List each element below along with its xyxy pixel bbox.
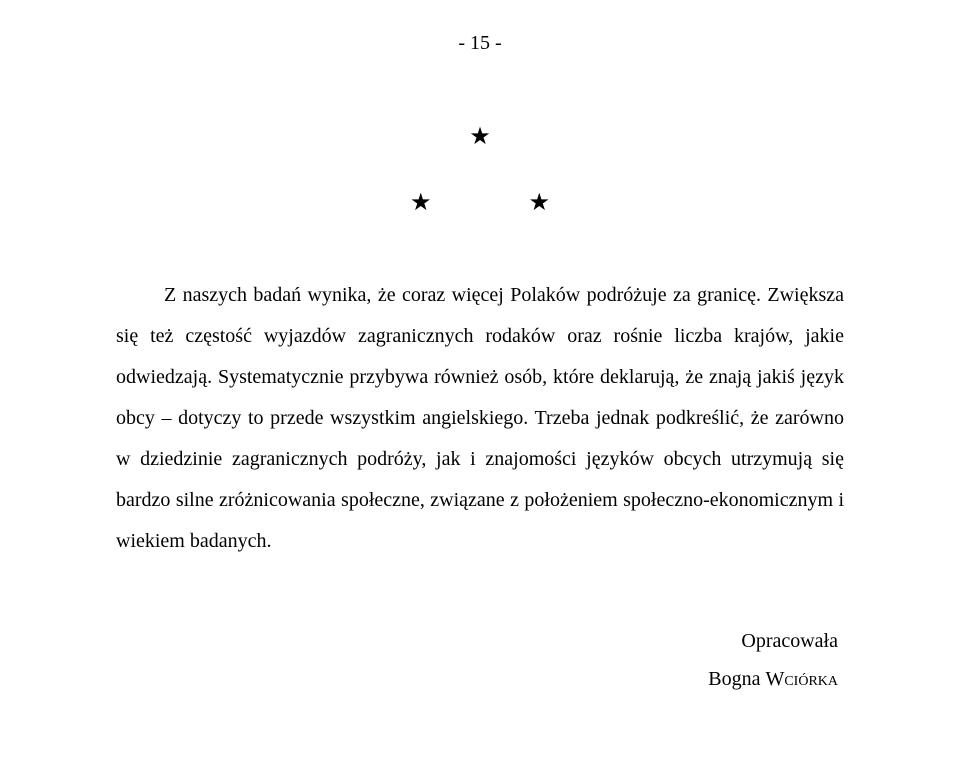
signature-block: Opracowała Bogna Wciórka bbox=[116, 622, 844, 698]
star-icon: ★ bbox=[410, 191, 432, 215]
body-paragraph: Z naszych badań wynika, że coraz więcej … bbox=[116, 275, 844, 562]
page-number: - 15 - bbox=[116, 32, 844, 55]
signature-first-name: Bogna bbox=[708, 668, 760, 690]
document-page: - 15 - ★ ★ ★ Z naszych badań wynika, że … bbox=[0, 0, 960, 766]
signature-line-2: Bogna Wciórka bbox=[116, 660, 838, 698]
star-divider: ★ ★ ★ bbox=[410, 125, 550, 215]
star-icon: ★ bbox=[469, 125, 491, 149]
signature-surname: Wciórka bbox=[765, 668, 838, 690]
star-icon: ★ bbox=[528, 191, 550, 215]
signature-line-1: Opracowała bbox=[741, 630, 838, 652]
